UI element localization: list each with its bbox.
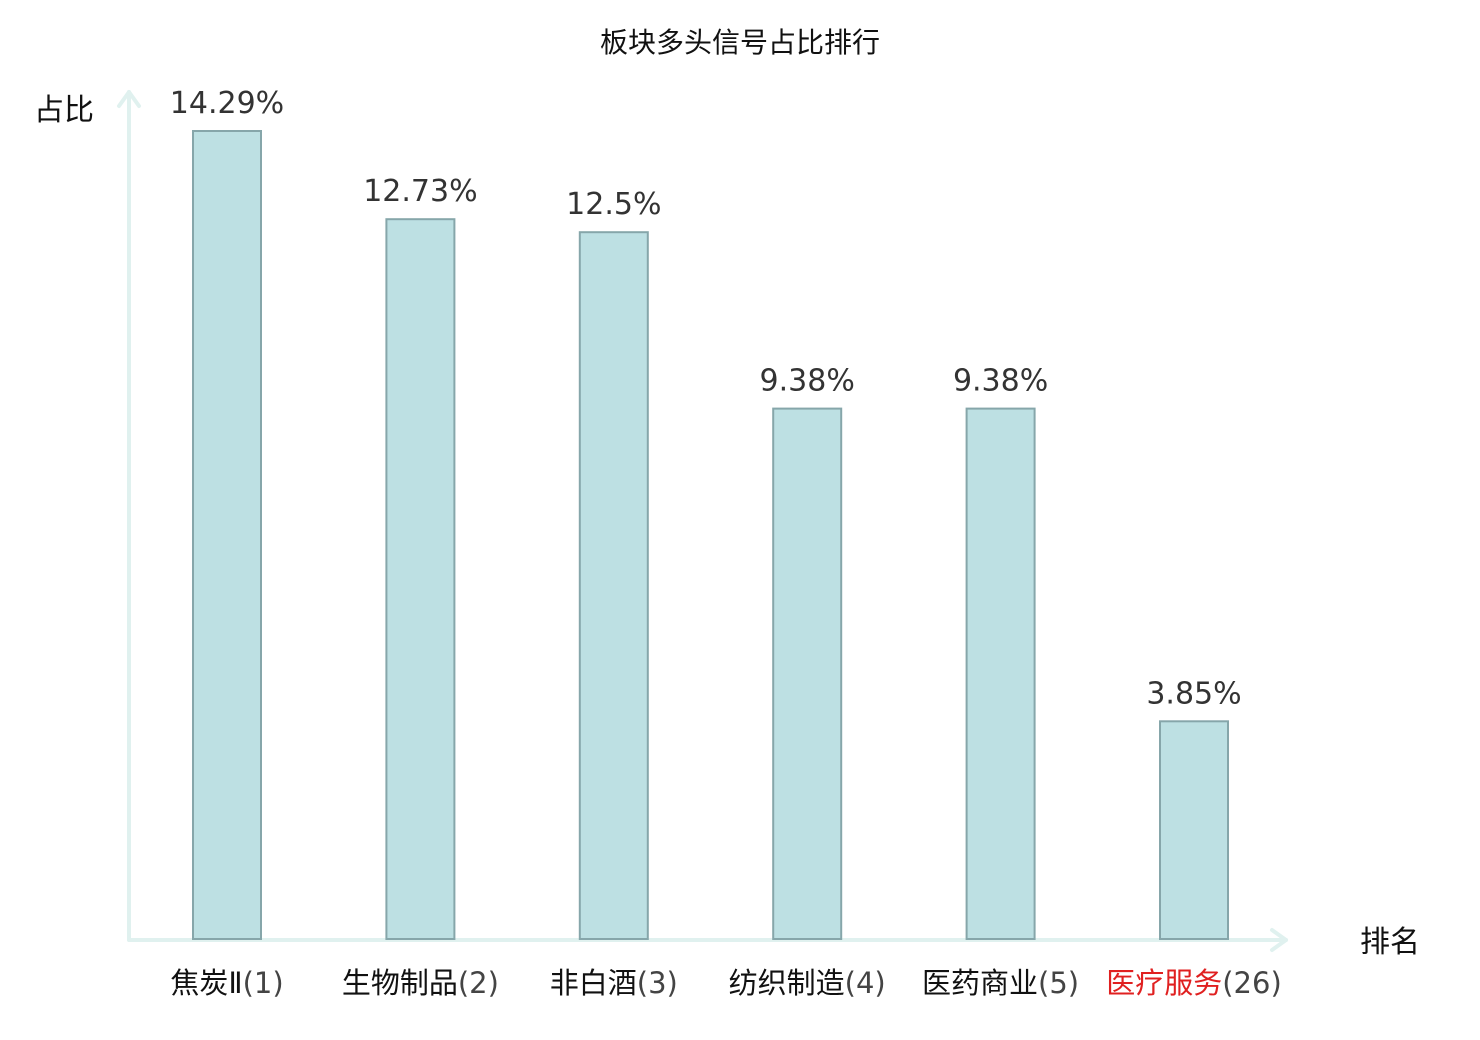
category-rank: (3) (637, 966, 678, 1000)
category-name: 纺织制造 (729, 966, 845, 1000)
category-rank: (4) (845, 966, 886, 1000)
bar-1 (192, 130, 262, 940)
x-axis-arrow (1270, 928, 1288, 952)
bar-6 (1159, 720, 1229, 940)
bar-3 (578, 231, 649, 940)
x-axis-label: 排名 (1360, 925, 1420, 960)
category-label-3: 非白酒(3) (550, 966, 678, 1000)
bar-4 (772, 407, 843, 941)
category-labels: 焦炭Ⅱ(1) 生物制品(2) 非白酒(3) 纺织制造(4) 医药商业(5) 医疗服务(26… (170, 966, 1281, 1000)
category-rank: (1) (243, 966, 284, 1000)
value-label-4: 9.38% (760, 364, 855, 399)
y-axis-arrow (117, 90, 141, 108)
category-name: 焦炭Ⅱ (170, 966, 242, 1000)
value-label-1: 14.29% (170, 86, 284, 121)
category-label-5: 医药商业(5) (922, 966, 1079, 1000)
value-labels: 14.29% 12.73% 12.5% 9.38% 9.38% 3.85% (170, 86, 1242, 711)
category-name: 医疗服务 (1106, 966, 1222, 1000)
bar-5 (965, 407, 1036, 941)
value-label-5: 9.38% (953, 364, 1048, 399)
category-name: 生物制品 (342, 966, 458, 1000)
value-label-2: 12.73% (363, 174, 477, 209)
category-rank: (26) (1222, 966, 1282, 1000)
category-name: 医药商业 (922, 966, 1038, 1000)
category-label-2: 生物制品(2) (342, 966, 499, 1000)
axes (117, 90, 1288, 952)
bars (192, 130, 1229, 941)
category-label-6: 医疗服务(26) (1106, 966, 1282, 1000)
category-label-1: 焦炭Ⅱ(1) (170, 966, 283, 1000)
category-label-4: 纺织制造(4) (729, 966, 886, 1000)
value-label-3: 12.5% (566, 187, 661, 222)
chart-title: 板块多头信号占比排行 (600, 26, 880, 59)
bar-2 (385, 218, 456, 940)
category-rank: (2) (458, 966, 499, 1000)
value-label-6: 3.85% (1146, 676, 1241, 711)
category-rank: (5) (1038, 966, 1079, 1000)
y-axis-label: 占比 (34, 93, 94, 128)
category-name: 非白酒 (550, 966, 637, 1000)
